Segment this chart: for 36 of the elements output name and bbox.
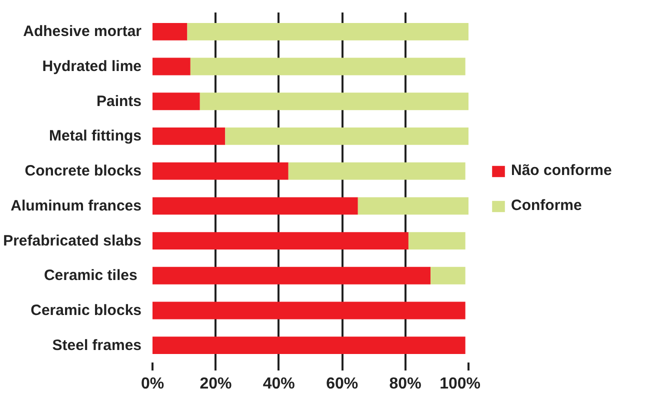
- bar: [358, 197, 468, 215]
- legend-label: Conforme: [511, 197, 582, 214]
- bar: [200, 92, 468, 110]
- y-tick-label: Metal fittings: [49, 128, 142, 145]
- bar: [152, 336, 466, 354]
- bar: [190, 58, 466, 76]
- bar: [225, 128, 468, 145]
- y-tick-label: Prefabricated slabs: [3, 232, 142, 250]
- bar: [152, 266, 431, 284]
- x-tick-label: 20%: [200, 376, 232, 392]
- x-tick-label: 60%: [326, 376, 358, 392]
- y-tick-label: Adhesive mortar: [23, 23, 142, 40]
- x-tick-label: 40%: [262, 376, 295, 392]
- y-tick-label: Ceramic tiles: [44, 267, 138, 284]
- y-tick-label: Hydrated lime: [42, 58, 142, 76]
- x-tick-label: 80%: [389, 376, 422, 392]
- bar: [152, 92, 200, 110]
- legend-label: Não conforme: [511, 162, 612, 179]
- bar: [152, 232, 408, 250]
- bar: [152, 58, 190, 76]
- x-tick-label: 100%: [440, 376, 480, 392]
- bar: [152, 128, 226, 145]
- bar: [152, 162, 288, 180]
- x-tick-label: 0%: [140, 376, 164, 392]
- y-tick-label: Ceramic blocks: [30, 302, 142, 319]
- y-tick-label: Steel frames: [52, 336, 142, 354]
- bar: [288, 162, 466, 180]
- bar: [152, 302, 466, 320]
- bar: [187, 22, 468, 40]
- bar: [430, 266, 466, 284]
- bar: [408, 232, 466, 250]
- y-tick-label: Paints: [96, 92, 142, 110]
- bar: [152, 22, 188, 40]
- y-tick-label: Concrete blocks: [24, 162, 142, 180]
- bar: [152, 197, 358, 215]
- y-tick-label: Aluminum frances: [10, 197, 142, 214]
